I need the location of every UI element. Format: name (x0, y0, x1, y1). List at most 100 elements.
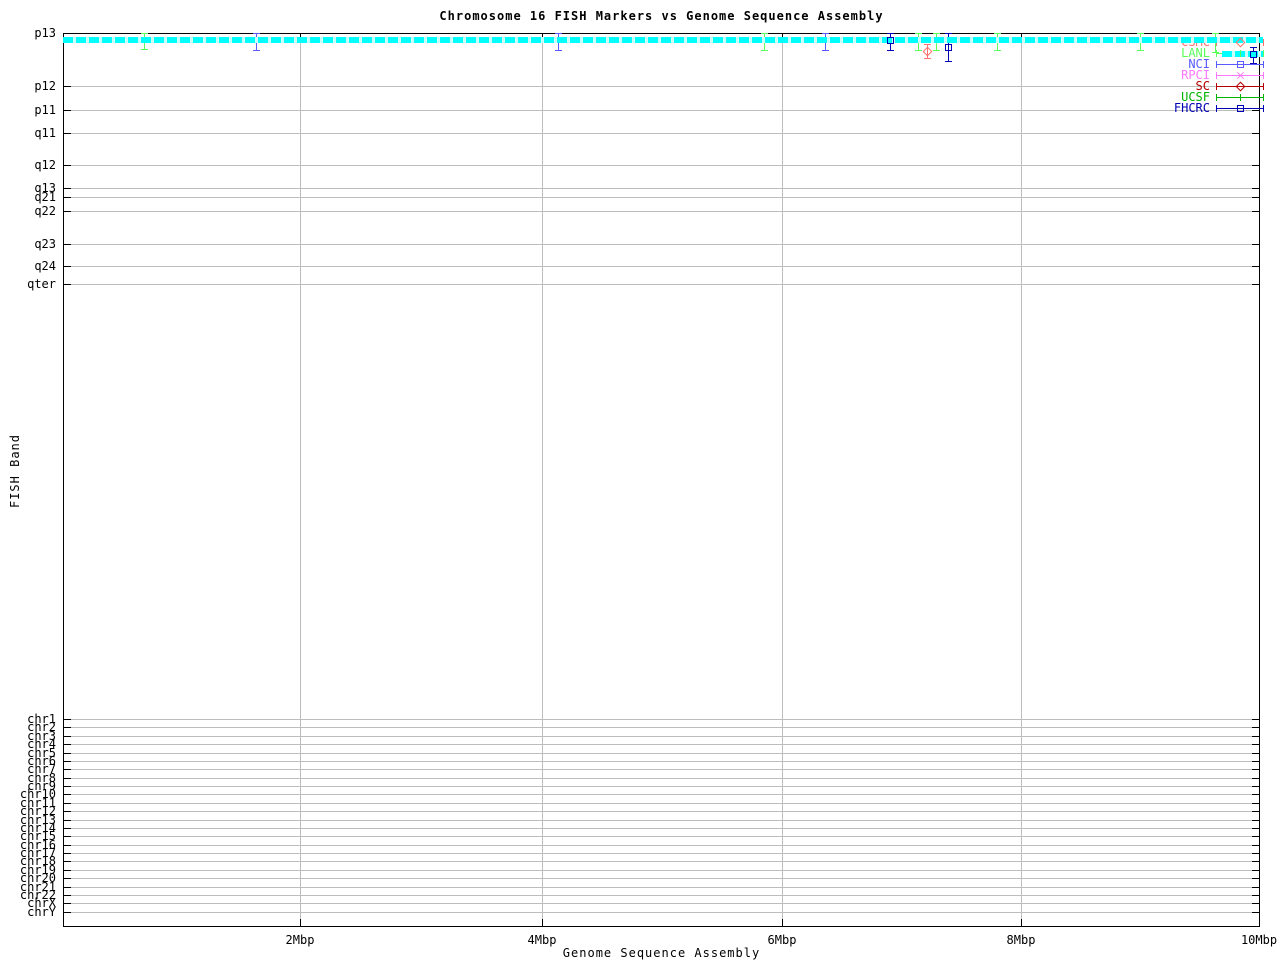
y-tick-label: chr6 (27, 754, 56, 768)
y-tick-left (64, 744, 71, 745)
y-gridline (64, 845, 1259, 846)
assembly-span-band (1222, 51, 1263, 57)
y-tick-label: chr16 (19, 838, 56, 852)
x-tick-bottom (1259, 919, 1260, 926)
y-tick-left (64, 778, 71, 779)
y-tick-label: q21 (34, 190, 56, 204)
y-gridline (64, 736, 1259, 737)
y-gridline (64, 853, 1259, 854)
errorbar-top-cap (924, 44, 931, 45)
y-tick-label: qter (27, 277, 56, 291)
y-tick-left (64, 266, 71, 267)
y-tick-right (1252, 820, 1259, 821)
y-gridline (64, 811, 1259, 812)
y-tick-right (1252, 727, 1259, 728)
y-gridline (64, 244, 1259, 245)
y-gridline (64, 895, 1259, 896)
y-gridline (64, 719, 1259, 720)
y-tick-left (64, 870, 71, 871)
y-tick-right (1252, 836, 1259, 837)
y-tick-label: chr21 (19, 880, 56, 894)
legend-sample-left-cap (1216, 50, 1217, 57)
legend-sample-right-cap (1263, 50, 1264, 57)
y-tick-right (1252, 719, 1259, 720)
legend-sample-left-cap (1216, 72, 1217, 79)
y-tick-right (1252, 794, 1259, 795)
fish-marker-errorbar (948, 33, 949, 61)
errorbar-top-cap (933, 33, 940, 34)
fish-marker-point (887, 37, 894, 44)
y-tick-left (64, 861, 71, 862)
y-tick-label: chr8 (27, 771, 56, 785)
legend-sample-right-cap (1263, 83, 1264, 90)
legend-sample-left-cap (1216, 94, 1217, 101)
x-tick-bottom (542, 919, 543, 926)
legend-sample-line (1216, 97, 1263, 98)
y-tick-label: q11 (34, 126, 56, 140)
y-tick-left (64, 719, 71, 720)
x-tick-label: 2Mbp (285, 933, 315, 947)
legend-label-nci: NCI (1188, 57, 1210, 71)
errorbar-top-cap (1250, 47, 1257, 48)
y-tick-right (1252, 744, 1259, 745)
y-tick-label: q13 (34, 181, 56, 195)
x-gridline (1021, 34, 1022, 926)
y-gridline (64, 828, 1259, 829)
legend-label-fhcrc: FHCRC (1173, 101, 1210, 115)
y-tick-left (64, 887, 71, 888)
y-gridline (64, 753, 1259, 754)
legend-sample-marker (1237, 105, 1244, 112)
y-tick-right (1252, 778, 1259, 779)
y-gridline (64, 794, 1259, 795)
y-gridline (64, 836, 1259, 837)
x-gridline (542, 34, 543, 926)
y-tick-right (1252, 761, 1259, 762)
y-tick-label: chr1 (27, 712, 56, 726)
y-tick-label: chrY (27, 905, 56, 919)
fish-marker-point (1250, 51, 1257, 58)
y-tick-left (64, 853, 71, 854)
y-gridline (64, 870, 1259, 871)
y-tick-label: q23 (34, 237, 56, 251)
y-tick-right (1252, 803, 1259, 804)
y-gridline (64, 912, 1259, 913)
y-tick-left (64, 244, 71, 245)
errorbar-bottom-cap (761, 50, 768, 51)
y-gridline (64, 284, 1259, 285)
x-tick-bottom (300, 919, 301, 926)
errorbar-bottom-cap (822, 50, 829, 51)
y-tick-label: chr20 (19, 871, 56, 885)
y-tick-left (64, 878, 71, 879)
x-tick-label: 10Mbp (1240, 933, 1278, 947)
legend-sample-line (1216, 86, 1263, 87)
legend-sample-left-cap (1216, 105, 1217, 112)
legend-sample-right-cap (1263, 61, 1264, 68)
y-gridline (64, 133, 1259, 134)
errorbar-top-cap (555, 33, 562, 34)
y-tick-label: chr18 (19, 854, 56, 868)
y-tick-label: p12 (34, 79, 56, 93)
y-tick-label: q12 (34, 158, 56, 172)
y-tick-left (64, 753, 71, 754)
errorbar-bottom-cap (1212, 52, 1219, 53)
errorbar-bottom-cap (933, 50, 940, 51)
y-tick-right (1252, 769, 1259, 770)
y-tick-right (1252, 33, 1259, 34)
plot-area (63, 33, 1260, 927)
y-tick-left (64, 912, 71, 913)
y-tick-label: chr9 (27, 779, 56, 793)
chart-title: Chromosome 16 FISH Markers vs Genome Seq… (439, 9, 884, 23)
y-tick-label: chr2 (27, 720, 56, 734)
errorbar-top-cap (915, 33, 922, 34)
y-tick-left (64, 165, 71, 166)
y-tick-label: q24 (34, 259, 56, 273)
errorbar-top-cap (945, 33, 952, 34)
y-tick-left (64, 188, 71, 189)
x-gridline (782, 34, 783, 926)
errorbar-top-cap (1137, 33, 1144, 34)
y-gridline (64, 861, 1259, 862)
y-tick-right (1252, 244, 1259, 245)
legend-sample-right-cap (1263, 39, 1264, 46)
y-tick-left (64, 828, 71, 829)
y-tick-label: chr19 (19, 863, 56, 877)
